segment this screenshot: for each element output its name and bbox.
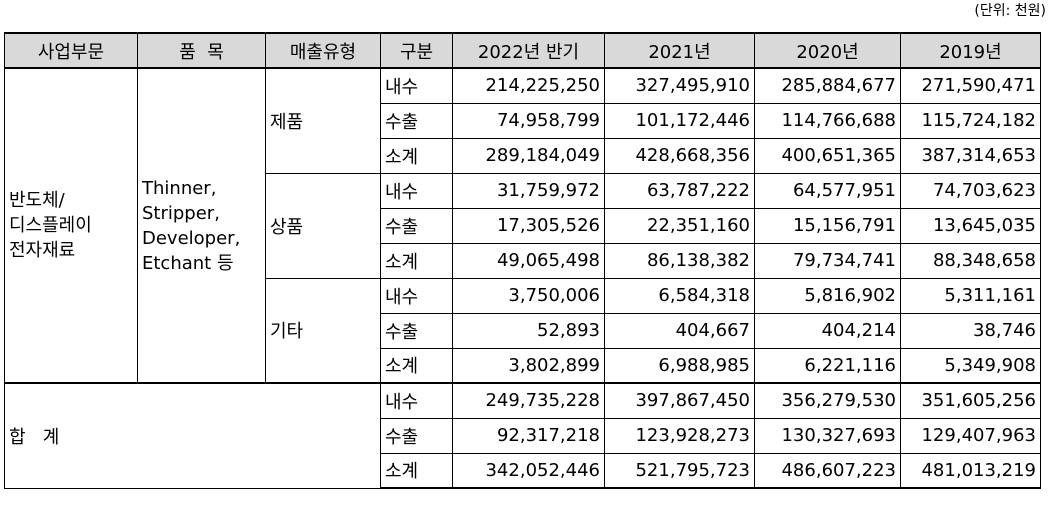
value-cell: 130,327,693 xyxy=(754,417,901,454)
value-cell: 52,893 xyxy=(452,312,605,349)
total-label-cell: 합 계 xyxy=(4,382,381,489)
item-cell-line: Thinner, xyxy=(142,177,217,199)
kind-cell: 내수 xyxy=(380,67,453,104)
table-row: 소계 289,184,049 428,668,356 400,651,365 387,3… xyxy=(5,137,1041,174)
item-cell-line: Etchant 등 xyxy=(142,252,234,274)
value-cell: 101,172,446 xyxy=(604,102,755,139)
table-row: 기타 내수 3,750,006 6,584,318 5,816,902 5,311,161 xyxy=(5,277,1041,384)
value-cell: 114,766,688 xyxy=(754,102,901,139)
table-row: 소계 49,065,498 86,138,382 79,734,741 88,348,6… xyxy=(5,242,1041,279)
table-row: 수출 17,305,526 22,351,160 15,156,791 13,645,0… xyxy=(5,207,1041,244)
table-row: 소계 3,802,899 6,988,985 6,221,116 5,349,908 xyxy=(5,347,1041,384)
value-cell: 3,750,006 xyxy=(452,277,605,314)
value-cell: 129,407,963 xyxy=(900,417,1041,454)
table-row: 수출 74,958,799 101,172,446 114,766,688 115,72… xyxy=(5,102,1041,139)
value-cell: 6,221,116 xyxy=(754,347,901,384)
value-cell: 49,065,498 xyxy=(452,242,605,279)
value-cell: 327,495,910 xyxy=(604,67,755,104)
value-cell: 6,988,985 xyxy=(604,347,755,384)
value-cell: 123,928,273 xyxy=(604,417,755,454)
value-cell: 6,584,318 xyxy=(604,277,755,314)
kind-cell: 내수 xyxy=(380,382,453,419)
header-cell: 구분 xyxy=(380,32,453,69)
value-cell: 400,651,365 xyxy=(754,137,901,174)
kind-cell: 내수 xyxy=(380,277,453,314)
value-cell: 521,795,723 xyxy=(604,452,755,489)
value-cell: 74,958,799 xyxy=(452,102,605,139)
value-cell: 5,311,161 xyxy=(900,277,1041,314)
value-cell: 15,156,791 xyxy=(754,207,901,244)
header-cell: 2020년 xyxy=(754,32,901,69)
value-cell: 115,724,182 xyxy=(900,102,1041,139)
value-cell: 404,214 xyxy=(754,312,901,349)
kind-cell: 소계 xyxy=(380,242,453,279)
value-cell: 249,735,228 xyxy=(452,382,605,419)
value-cell: 63,787,222 xyxy=(604,172,755,209)
value-cell: 64,577,951 xyxy=(754,172,901,209)
table-row: 상품 내수 31,759,972 63,787,222 64,577,951 74,703… xyxy=(5,172,1041,279)
value-cell: 481,013,219 xyxy=(900,452,1041,489)
kind-cell: 수출 xyxy=(380,102,453,139)
value-cell: 5,816,902 xyxy=(754,277,901,314)
value-cell: 214,225,250 xyxy=(452,67,605,104)
value-cell: 289,184,049 xyxy=(452,137,605,174)
value-cell: 285,884,677 xyxy=(754,67,901,104)
sales-type-cell: 기타 xyxy=(265,277,381,384)
value-cell: 356,279,530 xyxy=(754,382,901,419)
value-cell: 342,052,446 xyxy=(452,452,605,489)
total-row: 소계 342,052,446 521,795,723 486,607,223 481,0… xyxy=(5,452,1041,489)
value-cell: 397,867,450 xyxy=(604,382,755,419)
unit-note: (단위: 천원) xyxy=(974,3,1046,19)
item-cell-line: Developer, xyxy=(142,227,241,249)
header-cell: 2021년 xyxy=(604,32,755,69)
header-cell: 2022년 반기 xyxy=(452,32,605,69)
value-cell: 404,667 xyxy=(604,312,755,349)
header-row: 사업부문 품 목 매출유형 구분 2022년 반기 2021년 2020년 20… xyxy=(4,32,1041,69)
item-cell: Thinner, Stripper, Developer, Etchant 등 xyxy=(137,67,266,384)
value-cell: 74,703,623 xyxy=(900,172,1041,209)
kind-cell: 소계 xyxy=(380,452,453,489)
segment-cell-line: 전자재료 xyxy=(9,240,76,261)
header-cell: 매출유형 xyxy=(265,32,381,69)
value-cell: 486,607,223 xyxy=(754,452,901,489)
value-cell: 3,802,899 xyxy=(452,347,605,384)
segment-cell-line: 디스플레이 xyxy=(9,215,92,236)
header-cell: 2019년 xyxy=(900,32,1041,69)
sales-type-cell: 상품 xyxy=(265,172,381,279)
value-cell: 428,668,356 xyxy=(604,137,755,174)
value-cell: 17,305,526 xyxy=(452,207,605,244)
kind-cell: 수출 xyxy=(380,207,453,244)
value-cell: 387,314,653 xyxy=(900,137,1041,174)
value-cell: 271,590,471 xyxy=(900,67,1041,104)
value-cell: 13,645,035 xyxy=(900,207,1041,244)
kind-cell: 소계 xyxy=(380,347,453,384)
value-cell: 86,138,382 xyxy=(604,242,755,279)
value-cell: 31,759,972 xyxy=(452,172,605,209)
header-cell: 품 목 xyxy=(137,32,266,69)
kind-cell: 내수 xyxy=(380,172,453,209)
value-cell: 22,351,160 xyxy=(604,207,755,244)
value-cell: 88,348,658 xyxy=(900,242,1041,279)
kind-cell: 수출 xyxy=(380,312,453,349)
item-cell-line: Stripper, xyxy=(142,202,220,224)
segment-cell-line: 반도체/ xyxy=(9,190,65,211)
sales-type-cell: 제품 xyxy=(265,67,381,174)
value-cell: 92,317,218 xyxy=(452,417,605,454)
sales-table: 사업부문 품 목 매출유형 구분 2022년 반기 2021년 2020년 20… xyxy=(4,32,1041,489)
value-cell: 79,734,741 xyxy=(754,242,901,279)
total-row: 수출 92,317,218 123,928,273 130,327,693 129,40… xyxy=(5,417,1041,454)
value-cell: 5,349,908 xyxy=(900,347,1041,384)
total-row: 합 계 내수 249,735,228 397,867,450 356,279,530 35… xyxy=(4,382,1041,489)
kind-cell: 소계 xyxy=(380,137,453,174)
header-cell: 사업부문 xyxy=(4,32,138,69)
kind-cell: 수출 xyxy=(380,417,453,454)
table-row: 반도체/디스플레이 전자재료 Thinner, Stripper, Developer,… xyxy=(4,67,1041,384)
value-cell: 38,746 xyxy=(900,312,1041,349)
value-cell: 351,605,256 xyxy=(900,382,1041,419)
